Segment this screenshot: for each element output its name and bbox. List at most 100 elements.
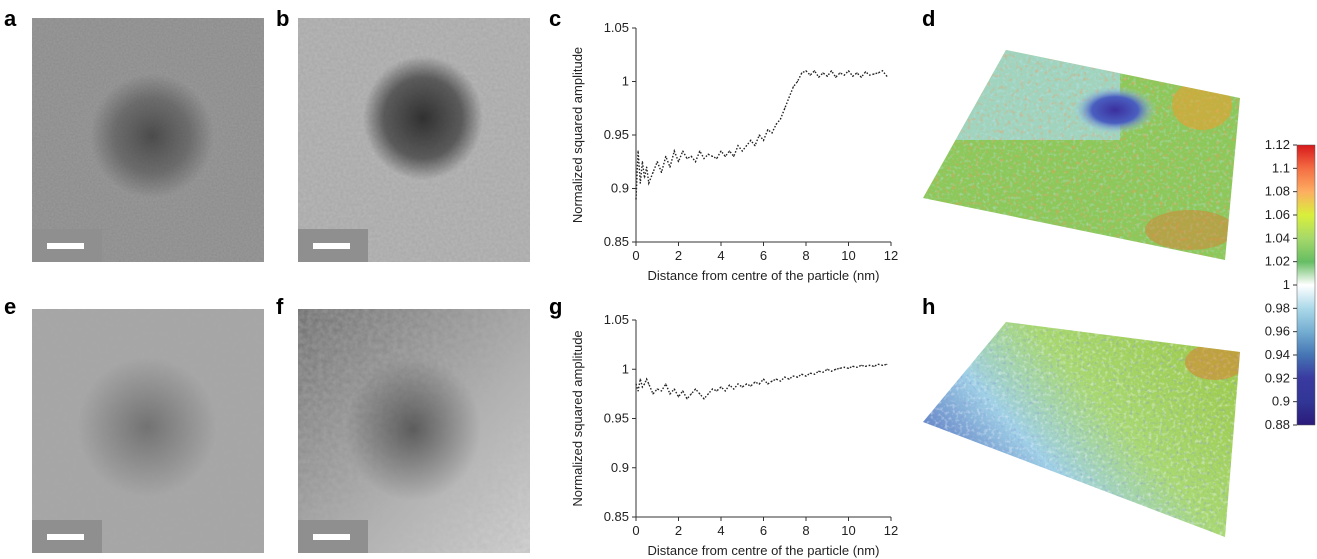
data-point [643, 383, 646, 385]
data-point [818, 370, 820, 372]
y-tick-label: 0.85 [604, 509, 629, 524]
data-point [669, 166, 671, 168]
data-point [750, 139, 752, 141]
data-point [699, 150, 701, 152]
y-tick-label: 1 [622, 74, 629, 89]
data-point [852, 365, 854, 367]
data-point [690, 393, 692, 395]
data-point [788, 96, 790, 99]
data-point [784, 107, 786, 109]
data-point [792, 86, 794, 88]
panel-label-b: b [276, 6, 290, 31]
tem-image-b [298, 18, 530, 262]
data-point [635, 198, 637, 200]
data-point [716, 390, 718, 392]
y-axis-label: Normalized squared amplitude [570, 47, 585, 223]
data-point [737, 383, 739, 385]
x-tick-label: 8 [802, 248, 809, 263]
data-point [856, 366, 858, 368]
y-tick-label: 1 [622, 361, 629, 376]
x-tick-label: 2 [675, 248, 682, 263]
chart-svg: 0.85 0.9 0.95 1 1.05 0 2 4 6 8 10 12 Distance from c… [570, 20, 898, 283]
y-tick-label: 0.9 [611, 181, 629, 196]
data-point [745, 145, 748, 147]
data-point [809, 372, 811, 374]
data-point [805, 375, 807, 377]
data-point [843, 74, 845, 76]
data-point [656, 388, 658, 390]
x-tick-label: 6 [760, 523, 767, 538]
data-point [762, 378, 765, 380]
data-point [733, 155, 735, 157]
data-point [669, 393, 671, 395]
data-point [641, 161, 643, 163]
data-point [869, 364, 871, 366]
data-point [839, 367, 841, 369]
data-point [707, 153, 709, 155]
x-tick-label: 6 [760, 248, 767, 263]
y-tick-label: 0.95 [604, 127, 629, 142]
data-point [767, 129, 769, 131]
data-point [873, 365, 875, 367]
data-point [877, 363, 879, 365]
data-point [677, 396, 680, 398]
colorbar-tick-label: 0.88 [1265, 417, 1290, 432]
data-point [779, 380, 782, 382]
colorbar-tick-label: 1.08 [1265, 184, 1290, 199]
data-series-line [635, 363, 887, 401]
data-point [775, 378, 777, 380]
data-point [682, 390, 684, 392]
data-point [847, 367, 850, 369]
data-point [639, 378, 641, 380]
data-point [728, 150, 731, 152]
panel-label-h: h [922, 294, 936, 319]
tem-image-a [32, 18, 264, 262]
data-point [873, 73, 875, 75]
y-tick-label: 1.05 [604, 20, 629, 35]
panel-label-g: g [549, 294, 563, 319]
data-point [648, 182, 650, 184]
data-point [728, 384, 731, 386]
data-point [673, 388, 675, 390]
data-point [686, 157, 688, 160]
data-point [637, 150, 639, 152]
x-tick-label: 10 [841, 523, 855, 538]
scale-bar [32, 229, 102, 262]
data-point [699, 393, 701, 395]
data-point [886, 363, 888, 365]
panel-label-a: a [4, 6, 17, 31]
x-tick-label: 12 [884, 248, 898, 263]
y-tick-label: 0.85 [604, 234, 629, 249]
data-point [741, 150, 743, 152]
x-tick-label: 0 [632, 523, 639, 538]
data-point [886, 75, 888, 77]
data-point [724, 390, 726, 392]
x-tick-label: 10 [841, 248, 855, 263]
data-point [796, 80, 799, 83]
data-point [805, 70, 807, 72]
data-point [754, 145, 756, 147]
x-axis-label: Distance from centre of the particle (nm… [648, 268, 880, 283]
data-point [745, 383, 748, 385]
panel-label-e: e [4, 294, 17, 319]
data-point [720, 386, 722, 388]
data-point [771, 380, 773, 382]
data-point [741, 386, 743, 388]
data-point [826, 368, 828, 370]
data-point [877, 72, 879, 74]
data-point [779, 118, 782, 120]
data-point [652, 393, 654, 395]
x-axis-label: Distance from centre of the particle (nm… [648, 543, 880, 558]
x-tick-label: 2 [675, 523, 682, 538]
data-point [711, 388, 714, 390]
data-point [694, 388, 697, 390]
chart-svg: 0.85 0.9 0.95 1 1.05 0 2 4 6 8 10 12 Distance from c… [570, 312, 898, 558]
data-point [852, 75, 854, 77]
surface-map-h [920, 322, 1245, 537]
data-point [839, 72, 841, 74]
data-point [818, 76, 820, 78]
panel-label-c: c [549, 6, 562, 31]
data-point [758, 134, 760, 136]
data-point [767, 383, 769, 385]
data-point [869, 74, 871, 76]
